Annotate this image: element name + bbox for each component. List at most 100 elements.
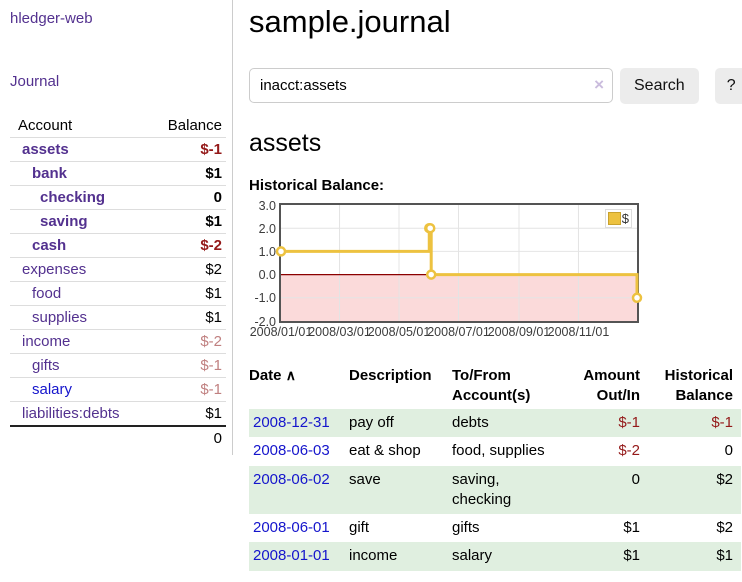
account-balance: $-2 — [200, 333, 222, 350]
account-link-liabilities-debts[interactable]: liabilities:debts — [22, 405, 120, 422]
transaction-amount: $-1 — [618, 414, 640, 432]
account-link-expenses[interactable]: expenses — [22, 261, 87, 278]
account-link-salary[interactable]: salary — [32, 381, 73, 398]
clear-search-icon[interactable]: × — [594, 75, 604, 95]
transaction-balance: $2 — [716, 470, 733, 488]
x-tick-label: 2008/11/01 — [547, 324, 610, 339]
account-link-saving[interactable]: saving — [40, 213, 88, 230]
account-balance: $1 — [205, 405, 222, 422]
account-link-assets[interactable]: assets — [22, 141, 69, 158]
search-input[interactable] — [249, 68, 613, 104]
register-row[interactable]: 2008-06-03 eat & shop food, supplies $-2… — [249, 437, 741, 465]
transaction-description: gift — [349, 519, 370, 537]
y-tick-label: 0.0 — [258, 268, 276, 283]
transaction-date-link[interactable]: 2008-06-03 — [253, 442, 330, 460]
accounts-header-account: Account — [10, 114, 152, 138]
transaction-amount: $1 — [623, 519, 640, 537]
account-row-liabilities-debts: liabilities:debts $1 — [10, 402, 226, 426]
page-title: sample.journal — [249, 4, 451, 39]
transaction-description: pay off — [349, 414, 394, 432]
x-tick-label: 2008/01/01 — [249, 324, 313, 339]
transaction-amount: $-2 — [618, 442, 640, 460]
transaction-balance: $2 — [716, 519, 733, 537]
register-header-description: Description — [349, 366, 432, 384]
x-tick-label: 2008/07/01 — [427, 324, 490, 339]
account-balance: $-1 — [200, 381, 222, 398]
account-row-supplies: supplies $1 — [10, 306, 226, 330]
transaction-date-link[interactable]: 2008-12-31 — [253, 414, 330, 432]
register-header-balance: Historical Balance — [664, 366, 733, 404]
chart-canvas — [275, 204, 643, 321]
accounts-header-balance: Balance — [151, 114, 226, 138]
account-link-supplies[interactable]: supplies — [32, 309, 88, 326]
chart-plot-area[interactable]: $ — [275, 202, 643, 323]
register-header-date[interactable]: Date ∧ — [249, 366, 296, 384]
transaction-amount: 0 — [631, 470, 640, 488]
account-balance: $1 — [205, 309, 222, 326]
transaction-balance: 0 — [724, 442, 733, 460]
register-table: Date ∧ Description To/From Account(s) Am… — [249, 363, 741, 571]
accounts-total-value: 0 — [213, 430, 222, 447]
register-row[interactable]: 2008-12-31 pay off debts $-1 $-1 — [249, 409, 741, 438]
transaction-accounts: debts — [452, 414, 489, 432]
account-link-cash[interactable]: cash — [32, 237, 67, 254]
account-row-bank: bank $1 — [10, 162, 226, 186]
account-row-food: food $1 — [10, 282, 226, 306]
account-row-gifts: gifts $-1 — [10, 354, 226, 378]
account-balance: $1 — [205, 165, 222, 182]
account-balance: 0 — [213, 189, 222, 206]
x-tick-label: 2008/09/01 — [487, 324, 551, 339]
help-button[interactable]: ? — [714, 67, 742, 104]
account-balance: $-1 — [200, 357, 222, 374]
transaction-description: income — [349, 547, 398, 565]
account-row-cash: cash $-2 — [10, 234, 226, 258]
transaction-amount: $1 — [623, 547, 640, 565]
x-tick-label: 2008/03/01 — [308, 324, 371, 339]
account-row-saving: saving $1 — [10, 210, 226, 234]
y-tick-label: -1.0 — [254, 291, 276, 306]
transaction-date-link[interactable]: 2008-01-01 — [253, 547, 330, 565]
account-link-food[interactable]: food — [32, 285, 62, 302]
y-tick-label: 2.0 — [258, 221, 276, 236]
account-row-salary: salary $-1 — [10, 378, 226, 402]
account-link-income[interactable]: income — [22, 333, 71, 350]
account-heading: assets — [249, 128, 322, 157]
transaction-accounts: food, supplies — [452, 442, 545, 460]
search-button[interactable]: Search — [620, 67, 699, 104]
main-content: sample.journal × Search ? assets Histori… — [233, 0, 742, 571]
account-row-income: income $-2 — [10, 330, 226, 354]
account-balance: $-2 — [200, 237, 222, 254]
y-tick-label: 3.0 — [258, 198, 276, 213]
transaction-accounts: gifts — [452, 519, 480, 537]
transaction-accounts: salary — [452, 547, 493, 565]
account-link-bank[interactable]: bank — [32, 165, 68, 182]
legend-series-label: $ — [621, 210, 629, 226]
account-row-checking: checking 0 — [10, 186, 226, 210]
account-row-assets: assets $-1 — [10, 138, 226, 162]
transaction-description: eat & shop — [349, 442, 421, 460]
historical-balance-chart: 3.0 2.0 1.0 0.0 -1.0 -2.0 $ 2008/01/01 2008/03… — [249, 199, 742, 343]
x-tick-label: 2008/05/01 — [367, 324, 431, 339]
register-row[interactable]: 2008-01-01 income salary $1 $1 — [249, 542, 741, 571]
account-balance: $2 — [205, 261, 222, 278]
transaction-balance: $1 — [716, 547, 733, 565]
accounts-table: Account Balance assets $-1 bank $1 checkin… — [10, 114, 226, 450]
accounts-total-row: 0 — [10, 426, 226, 450]
chart-title: Historical Balance: — [249, 176, 385, 194]
nav-journal-link[interactable]: Journal — [10, 73, 60, 90]
transaction-date-link[interactable]: 2008-06-01 — [253, 519, 330, 537]
account-balance: $1 — [205, 213, 222, 230]
transaction-balance: $-1 — [711, 414, 733, 432]
brand-link[interactable]: hledger-web — [10, 10, 93, 27]
y-tick-label: 1.0 — [258, 245, 276, 260]
y-tick-label: -2.0 — [254, 314, 276, 329]
account-link-gifts[interactable]: gifts — [32, 357, 60, 374]
register-header-accounts: To/From Account(s) — [452, 366, 531, 404]
transaction-date-link[interactable]: 2008-06-02 — [253, 470, 330, 488]
account-balance: $1 — [205, 285, 222, 302]
register-row[interactable]: 2008-06-01 gift gifts $1 $2 — [249, 514, 741, 542]
register-row[interactable]: 2008-06-02 save saving, checking 0 $2 — [249, 465, 741, 515]
account-link-checking[interactable]: checking — [40, 189, 106, 206]
search-box: × — [249, 68, 613, 104]
